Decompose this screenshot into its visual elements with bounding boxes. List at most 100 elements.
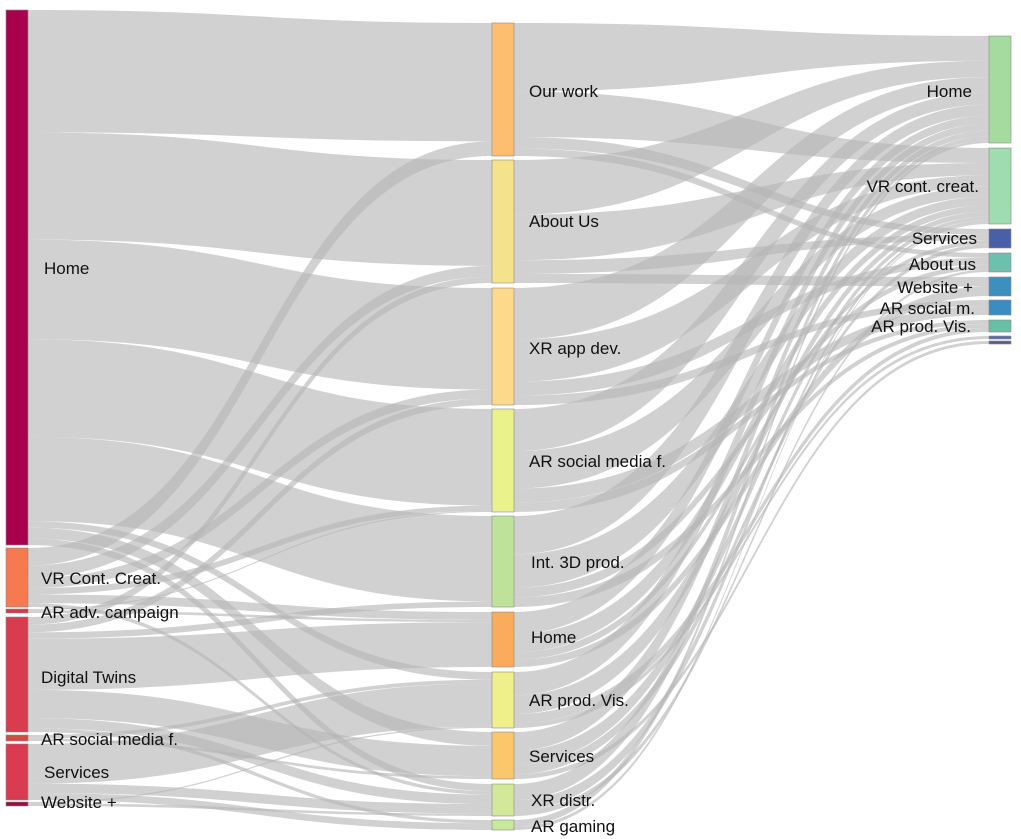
link-s_vrcc-m_arsm [28,505,492,595]
link-m_about-t_home [514,60,989,215]
label-s_arsm: AR social media f. [41,730,178,749]
link-s_vrcc-m_xrdist [28,603,492,795]
node-m_xrapp[interactable] [491,287,515,406]
link-m_arsm-t_arprod [514,320,989,512]
label-m_argame: AR gaming [531,817,615,836]
link-m_xrdist-t_vrcc [514,220,989,811]
label-m_xrapp: XR app dev. [529,339,621,358]
node-s_arsm[interactable] [5,734,29,742]
link-m_serv-t_x2 [514,341,989,779]
label-t_arprod: AR prod. Vis. [871,317,971,336]
link-s_web-m_xrdist [28,803,492,816]
link-m_home-t_web [514,286,989,667]
link-s_home-m_int3d [28,436,492,602]
node-m_arsm[interactable] [491,408,515,513]
label-t_about: About us [909,255,976,274]
node-s_vrcc[interactable] [5,547,29,608]
link-s_vrcc-m_about [28,265,492,579]
node-m_about[interactable] [491,159,515,284]
link-s_home-m_arprod [28,521,492,680]
link-m_xrapp-t_home [514,77,989,340]
link-s_serv-m_argame [28,793,492,830]
link-m_serv-t_vrcc [514,216,989,765]
node-t_arsm[interactable] [988,299,1012,316]
link-s_vrcc-m_work [28,141,492,566]
label-t_serv: Services [912,229,977,248]
link-s_arsm-m_arprod [28,679,492,739]
link-s_home-m_work [28,10,492,142]
link-m_argame-t_home [514,140,989,827]
link-s_dt-m_xrdist [28,717,492,805]
link-s_dt-m_int3d [28,601,492,639]
node-m_arprod[interactable] [491,671,515,729]
node-t_home[interactable] [988,35,1012,144]
link-s_serv-m_xrdist [28,783,492,814]
label-m_arprod: AR prod. Vis. [529,691,629,710]
label-s_home: Home [44,259,89,278]
link-s_vrcc-m_xrapp [28,389,492,589]
node-t_vrcc[interactable] [988,147,1012,225]
link-m_arprod-t_home [514,123,989,696]
label-m_serv: Services [529,747,594,766]
link-s_dt-m_about [28,276,492,625]
sankey-labels: Home VR Cont. Creat. AR adv. campaign Digit… [41,82,979,836]
label-s_web: Website + [41,793,117,812]
node-t_about[interactable] [988,252,1012,273]
node-t_arprod[interactable] [988,319,1012,333]
link-m_xrapp-t_arsm [514,300,989,405]
link-s_serv-m_arprod [28,683,492,784]
link-s_aradv-m_arsm [28,510,492,611]
label-m_xrdist: XR distr. [531,791,595,810]
node-m_int3d[interactable] [491,515,515,608]
node-s_home[interactable] [5,9,29,546]
link-m_home-t_home [514,115,989,635]
link-m_argame-t_vrcc [514,222,989,831]
sankey-nodes [5,9,1012,831]
link-m_xrdist-t_about [514,269,989,816]
label-t_web: Website + [897,278,973,297]
link-m_xrdist-t_home [514,136,989,801]
link-s_home-m_xrapp [28,239,492,390]
node-m_argame[interactable] [491,819,515,831]
link-m_home-t_vrcc [514,205,989,653]
label-s_dt: Digital Twins [41,668,136,687]
link-m_work-t_home [514,23,989,92]
link-m_serv-t_serv [514,244,989,775]
link-m_serv-t_home [514,130,989,751]
label-s_vrcc: VR Cont. Creat. [41,569,161,588]
node-s_serv[interactable] [5,743,29,801]
node-m_xrdist[interactable] [491,783,515,817]
label-t_vrcc: VR cont. creat. [867,177,979,196]
link-m_home-t_serv [514,240,989,660]
link-s_web-m_arprod [28,726,492,804]
link-s_home-m_about [28,132,492,266]
link-s_dt-m_xrapp [28,398,492,633]
link-s_arsm-m_serv [28,738,492,779]
link-m_arprod-t_x1 [514,336,989,728]
node-m_work[interactable] [491,22,515,157]
link-s_dt-m_home [28,622,492,690]
label-m_int3d: Int. 3D prod. [531,553,625,572]
link-m_int3d-t_home [514,104,989,555]
node-t_web[interactable] [988,276,1012,297]
label-m_arsm: AR social media f. [529,452,666,471]
link-m_arsm-t_home [514,92,989,452]
sankey-links [28,10,989,831]
link-m_xrapp-t_vrcc [514,175,989,382]
node-t_x2[interactable] [988,340,1012,345]
node-m_serv[interactable] [491,731,515,780]
label-s_serv: Services [44,763,109,782]
node-t_x1[interactable] [988,335,1012,340]
label-m_work: Our work [529,82,598,101]
label-m_about: About Us [529,212,599,231]
node-m_home[interactable] [491,611,515,668]
node-s_web[interactable] [5,801,29,807]
node-s_dt[interactable] [5,616,29,733]
link-m_arsm-t_vrcc [514,186,989,489]
node-s_aradv[interactable] [5,608,29,614]
node-t_serv[interactable] [988,228,1012,249]
label-m_home: Home [531,628,576,647]
link-s_aradv-m_home [28,610,492,623]
label-s_aradv: AR adv. campaign [41,603,179,622]
